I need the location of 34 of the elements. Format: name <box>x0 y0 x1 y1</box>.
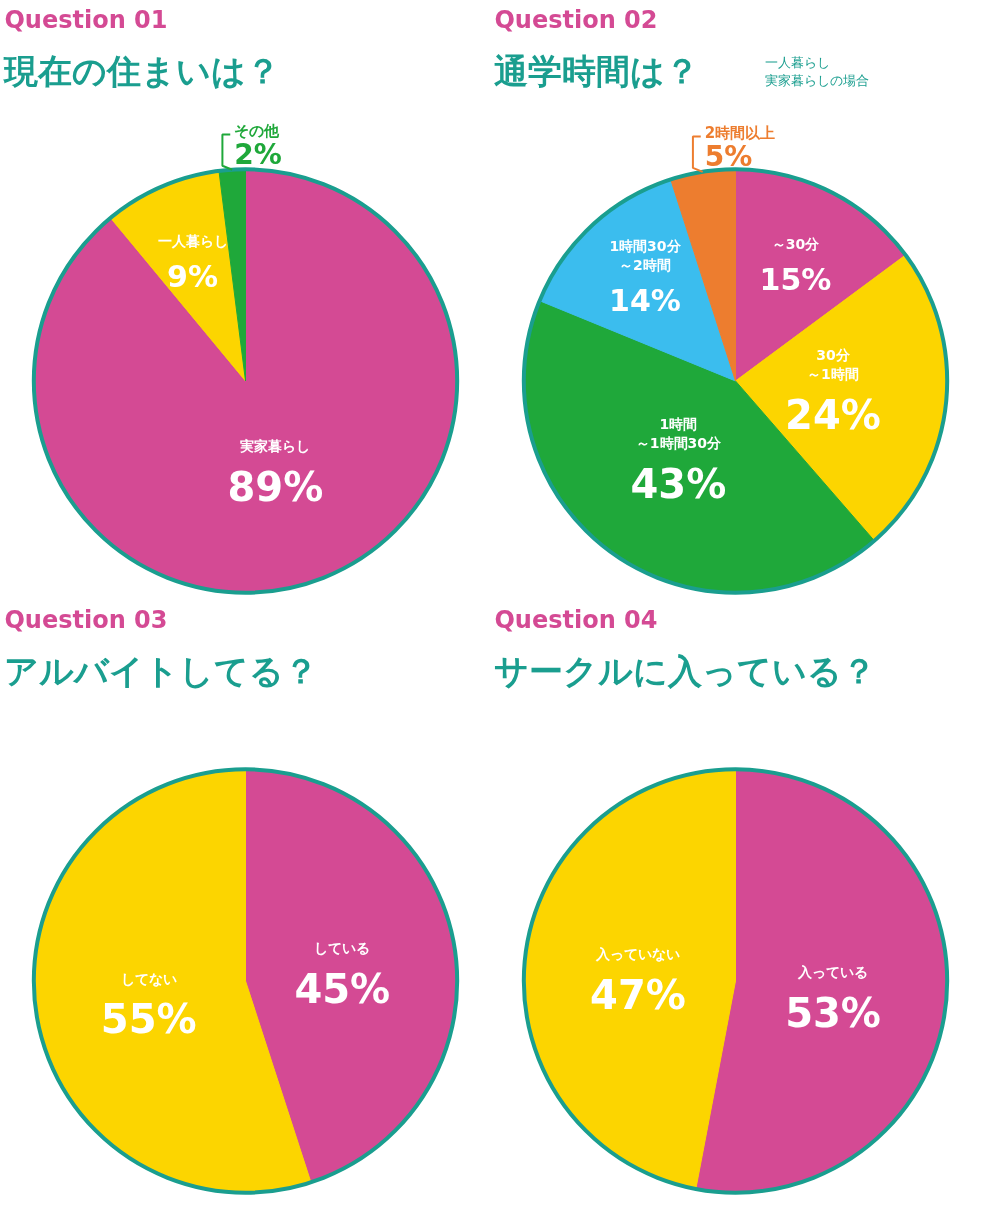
data-label: 45% <box>294 965 391 1012</box>
data-label: 24% <box>785 391 881 438</box>
slice-label: 1時間～1時間30分 <box>635 415 722 451</box>
slice-label: してない <box>120 970 177 987</box>
slice-label: その他 <box>234 121 281 140</box>
chart-subtitle: アルバイトしてる？ <box>4 651 319 692</box>
data-label: 15% <box>759 261 832 297</box>
data-label: 43% <box>630 460 727 507</box>
text: 一人暮らし <box>764 55 830 71</box>
slice-label: 1時間30分～2時間 <box>609 238 682 274</box>
data-label: 53% <box>785 990 881 1037</box>
data-label: 89% <box>227 463 324 510</box>
chart-subtitle: サークルに入っている？ <box>494 651 877 692</box>
data-label: 47% <box>590 971 686 1018</box>
chart-title: Question 01 <box>4 6 168 35</box>
data-label: 14% <box>609 283 681 319</box>
data-label: 55% <box>100 996 197 1043</box>
slice-label: 実家暮らし <box>240 438 311 455</box>
slice-label: ～30分 <box>771 236 821 253</box>
data-label: 9% <box>167 258 219 294</box>
chart-title: Question 04 <box>494 606 658 635</box>
slice-label: 一人暮らし <box>157 232 228 249</box>
chart-subtitle: 現在の住まいは？ <box>3 51 281 92</box>
chart-subtitle: 通学時間は？ <box>494 51 700 92</box>
text: 実家暮らしの場合 <box>764 73 869 89</box>
slice-label: 2時間以上 <box>704 123 776 142</box>
data-label: 5% <box>704 140 753 174</box>
chart-title: Question 03 <box>4 606 168 635</box>
slice-label: 30分～1時間 <box>807 346 859 382</box>
data-label: 2% <box>234 138 282 172</box>
chart-title: Question 02 <box>494 6 658 35</box>
slice-label: 入っている <box>797 964 869 981</box>
slice-label: 入っていない <box>594 945 680 962</box>
slice-label: している <box>314 939 371 956</box>
